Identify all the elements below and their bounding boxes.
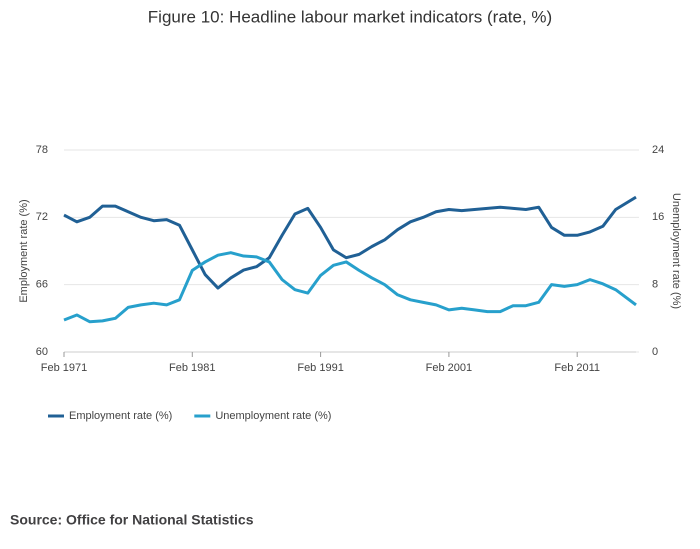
y-axis-title: Employment rate (%) (18, 199, 30, 302)
y-tick-label: 78 (36, 144, 48, 156)
y-tick-label: 60 (36, 346, 48, 358)
y2-tick-label: 0 (652, 346, 658, 358)
y2-tick-label: 8 (652, 279, 658, 291)
y-tick-label: 66 (36, 279, 48, 291)
x-tick-label: Feb 1971 (41, 362, 87, 374)
x-tick-label: Feb 2001 (426, 362, 472, 374)
x-tick-label: Feb 1991 (297, 362, 343, 374)
y2-tick-label: 24 (652, 144, 664, 156)
legend-label: Employment rate (%) (69, 410, 172, 422)
line-series (63, 251, 637, 324)
line-series (63, 195, 637, 290)
y-tick-label: 72 (36, 211, 48, 223)
legend-label: Unemployment rate (%) (215, 410, 331, 422)
chart-title: Figure 10: Headline labour market indica… (148, 7, 552, 26)
source: Source: Office for National Statistics (10, 512, 254, 528)
x-tick-label: Feb 2011 (554, 362, 600, 374)
y2-axis-title: Unemployment rate (%) (670, 193, 682, 309)
y2-tick-label: 16 (652, 211, 664, 223)
x-tick-label: Feb 1981 (169, 362, 215, 374)
